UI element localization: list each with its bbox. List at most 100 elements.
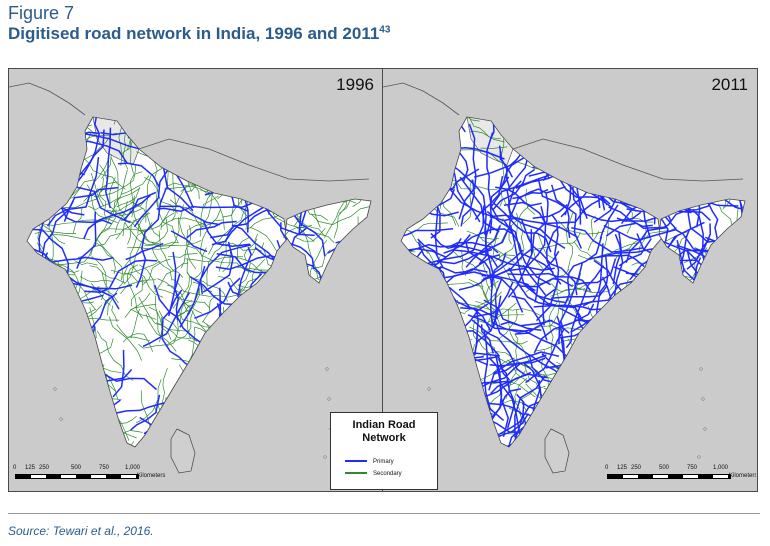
road-segment [576, 384, 592, 444]
road-segment [329, 290, 371, 295]
road-segment [593, 147, 638, 193]
road-segment [520, 277, 573, 288]
legend-title-line1: Indian Road [352, 419, 416, 431]
road-segment [409, 117, 433, 135]
road-segment [707, 324, 731, 352]
road-segment [722, 353, 745, 408]
road-segment [320, 189, 341, 200]
road-segment [507, 272, 592, 292]
scale-ticks-left: 0 125 250 500 750 1,000 [13, 465, 173, 473]
road-segment [572, 186, 642, 223]
road-segment [709, 371, 735, 413]
road-segment [311, 117, 329, 128]
road-segment [696, 130, 738, 178]
road-segment [635, 117, 658, 165]
road-segment [27, 127, 49, 137]
road-segment [671, 415, 738, 423]
road-segment [180, 151, 208, 157]
road-segment [138, 296, 192, 340]
road-segment [548, 280, 560, 328]
road-segment [97, 239, 116, 275]
road-segment [693, 298, 703, 347]
road-segment [558, 407, 586, 422]
road-segment [684, 342, 726, 397]
road-segment [129, 117, 157, 124]
road-segment [303, 276, 351, 284]
road-segment [292, 124, 316, 151]
road-segment [405, 229, 429, 254]
road-segment [136, 151, 158, 208]
road-segment [473, 157, 519, 178]
scale-tick: 125 [25, 465, 36, 471]
road-segment [498, 364, 516, 429]
road-segment [721, 124, 745, 155]
road-segment [459, 176, 500, 233]
road-segment [467, 344, 476, 370]
road-segment [202, 295, 216, 323]
road-segment [323, 177, 357, 204]
road-segment [360, 307, 371, 339]
road-segment [202, 347, 253, 372]
road-segment [560, 190, 589, 218]
road-segment [84, 377, 90, 412]
road-segment [252, 191, 287, 204]
road-segment [403, 119, 457, 139]
road-segment [673, 329, 691, 392]
road-segment [265, 317, 301, 332]
road-segment [672, 134, 686, 160]
road-segment [175, 151, 201, 166]
road-segment [79, 276, 114, 283]
road-segment [506, 189, 566, 250]
road-segment [512, 188, 549, 200]
road-segment [259, 278, 277, 303]
road-segment [531, 193, 549, 254]
road-segment [47, 311, 57, 338]
road-segment [251, 258, 266, 283]
road-segment [130, 276, 143, 307]
road-segment [401, 124, 415, 172]
road-segment [352, 270, 371, 321]
road-segment [313, 368, 355, 411]
road-segment [644, 293, 654, 340]
road-segment [401, 186, 456, 198]
road-segment [27, 370, 30, 394]
road-segment [32, 322, 48, 388]
road-segment [550, 184, 582, 249]
road-segment [740, 133, 745, 138]
road-segment [509, 117, 544, 127]
road-segment [27, 420, 32, 430]
sri-lanka [170, 428, 196, 474]
road-segment [27, 165, 46, 193]
road-segment [723, 250, 745, 324]
road-segment [29, 193, 66, 206]
road-segment [331, 299, 362, 339]
road-segment [705, 334, 720, 391]
legend-swatch-primary [345, 460, 367, 463]
road-segment [70, 321, 79, 368]
road-segment [686, 117, 698, 156]
road-segment [75, 186, 131, 224]
road-segment [578, 441, 608, 447]
road-segment [334, 365, 371, 394]
road-segment [722, 197, 745, 213]
road-segment [73, 117, 100, 188]
road-segment [124, 292, 151, 318]
road-segment [240, 370, 275, 403]
road-segment [687, 392, 745, 447]
road-segment [180, 225, 192, 269]
road-segment [298, 342, 318, 370]
road-segment [663, 395, 738, 409]
road-segment [241, 440, 272, 447]
road-segment [251, 376, 275, 423]
road-segment [685, 158, 714, 166]
road-segment [263, 360, 339, 396]
road-segment [253, 120, 334, 177]
road-segment [54, 311, 85, 366]
road-segment [322, 342, 341, 371]
road-segment [523, 152, 565, 161]
road-segment [54, 380, 107, 404]
road-segment [171, 117, 202, 144]
road-segment [194, 277, 241, 319]
road-segment [604, 174, 684, 197]
road-segment [298, 393, 320, 400]
